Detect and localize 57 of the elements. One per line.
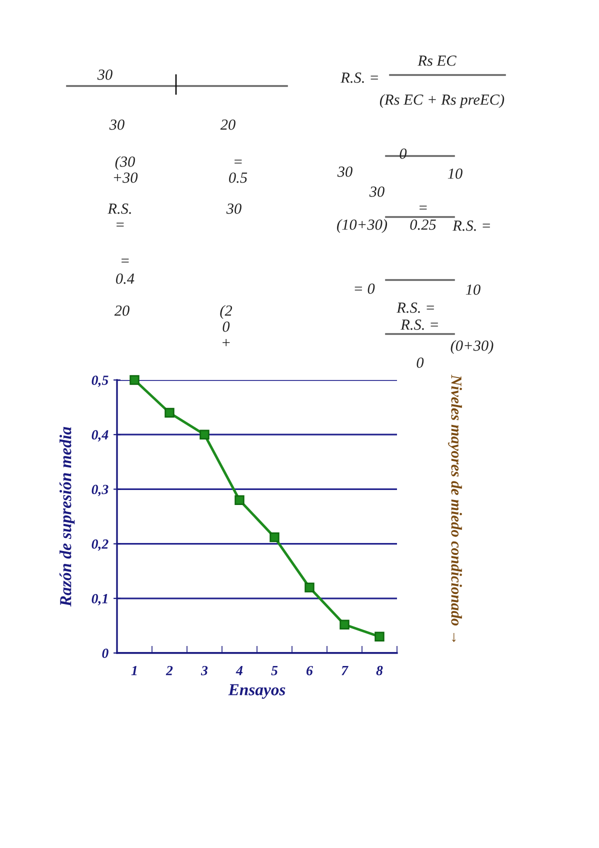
text: 0.4 — [116, 274, 134, 284]
y-tick-label: 0,3 — [92, 484, 108, 496]
point — [200, 430, 210, 440]
text: 30 — [97, 70, 112, 80]
text: = 0 — [354, 284, 375, 294]
x-tick-label: 7 — [342, 666, 348, 676]
text: 0.25 — [410, 220, 436, 230]
y-tick-label: 0,2 — [92, 539, 108, 551]
text: (2 — [220, 305, 232, 319]
text: = — [234, 160, 242, 164]
text: Niveles mayores de miedo condicionado → — [448, 374, 462, 642]
text: R.S. — [108, 204, 131, 214]
text: = — [122, 258, 129, 263]
text: R.S. = — [452, 220, 490, 231]
text: 30 — [109, 120, 124, 130]
point — [374, 632, 384, 642]
text: (10+30) — [337, 219, 388, 233]
text: R.S. = — [340, 72, 378, 83]
text: 30 — [337, 166, 352, 177]
text: (30 — [115, 156, 135, 170]
x-tick-label: 3 — [200, 666, 208, 676]
text: 0 — [416, 358, 424, 368]
text: 30 — [369, 186, 384, 197]
y-tick-label: 0,1 — [92, 594, 108, 606]
point — [270, 532, 280, 542]
x-tick-label: 6 — [306, 666, 313, 676]
text: 30 — [226, 204, 242, 214]
text: = — [420, 206, 427, 210]
point — [164, 408, 174, 418]
text: 0 — [222, 322, 230, 332]
text: 20 — [220, 120, 236, 130]
text: (Rs EC + Rs preEC) — [380, 94, 504, 108]
x-tick-label: 5 — [271, 666, 278, 676]
x-tick-label: 1 — [131, 666, 137, 676]
text: 20 — [114, 306, 130, 316]
y-tick-label: 0 — [102, 648, 108, 658]
text: Rs EC — [418, 56, 456, 66]
point — [340, 620, 350, 630]
text: +30 — [114, 172, 138, 183]
x-axis-title: Ensayos — [228, 684, 286, 699]
y-tick-label: 0,5 — [92, 376, 108, 387]
text: = — [116, 222, 124, 227]
x-tick-label: 8 — [376, 666, 383, 676]
x-tick-label: 4 — [236, 666, 243, 676]
text: 10 — [448, 168, 462, 179]
y-axis-title: Razón de supresión media — [60, 426, 75, 607]
point — [234, 495, 244, 505]
text: R.S. = — [396, 302, 434, 313]
y-tick-label: 0,4 — [92, 430, 108, 442]
text: 10 — [466, 284, 480, 295]
point — [130, 375, 140, 385]
text: + — [222, 339, 230, 346]
point — [304, 582, 314, 592]
text: (0+30) — [450, 340, 494, 354]
text: R.S. = — [400, 320, 438, 330]
x-tick-label: 2 — [166, 666, 173, 676]
text: 0.5 — [229, 172, 248, 183]
